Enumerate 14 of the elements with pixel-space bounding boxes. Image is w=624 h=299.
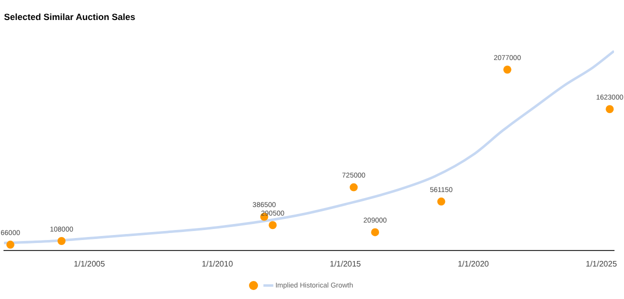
point — [350, 183, 358, 192]
point — [371, 228, 380, 236]
point — [58, 237, 66, 245]
point — [268, 221, 277, 230]
chart-title: Selected Similar Auction Sales — [4, 12, 136, 22]
x-tick-label: 1/1/2020 — [458, 259, 490, 268]
x-tick-label: 1/1/2010 — [202, 259, 234, 268]
point — [6, 240, 14, 249]
point — [606, 105, 614, 114]
point — [437, 198, 446, 206]
x-tick-label: 1/1/2015 — [330, 259, 362, 268]
x-tick-label: 1/1/2005 — [74, 259, 106, 268]
point — [503, 66, 512, 74]
x-tick-label: 1/1/2025 — [586, 259, 618, 268]
